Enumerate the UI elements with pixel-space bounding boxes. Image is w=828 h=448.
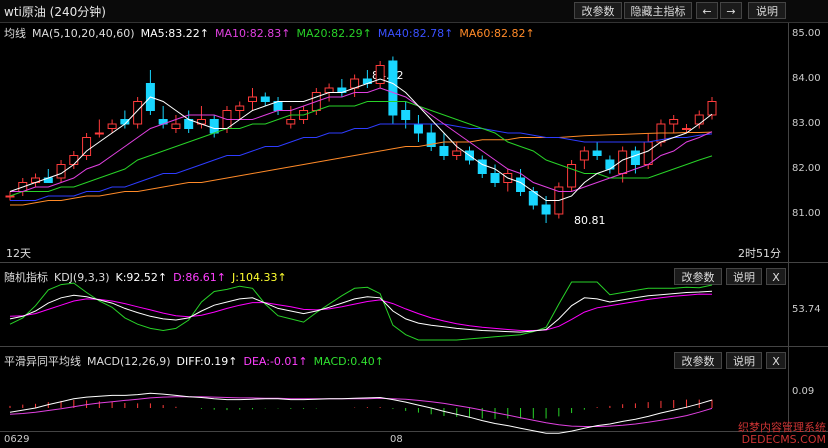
y-tick-82: 82.00 <box>792 163 821 174</box>
watermark: 织梦内容管理系统 DEDECMS.COM <box>738 422 826 446</box>
ma20-value: MA20:82.29↑ <box>296 27 372 40</box>
candle-body <box>643 141 653 165</box>
y-tick-81: 81.00 <box>792 208 821 219</box>
hide-main-indicator-button[interactable]: 隐藏主指标 <box>624 2 692 19</box>
macd-restore-button[interactable]: 改参数 <box>674 352 722 369</box>
candle-body <box>107 123 117 129</box>
kdj-y-tick: 53.74 <box>792 304 821 315</box>
watermark-line-2: DEDECMS.COM <box>741 433 826 446</box>
candle-body <box>707 101 717 116</box>
prev-arrow-icon[interactable]: ← <box>696 2 718 19</box>
candle-body <box>681 128 691 130</box>
kdj-d-line <box>9 293 713 331</box>
macd-diff-line <box>9 392 713 434</box>
kdj-restore-button[interactable]: 改参数 <box>674 268 722 285</box>
ma-legend: 均线 MA(5,10,20,40,60) MA5:83.22↑ MA10:82.83↑… <box>4 25 541 41</box>
ma5-value: MA5:83.22↑ <box>140 27 210 40</box>
candle-body <box>567 164 577 188</box>
next-arrow-icon[interactable]: → <box>720 2 742 19</box>
kdj-j-value: J:104.33↑ <box>232 271 287 284</box>
macd-help-button[interactable]: 说明 <box>726 352 762 369</box>
macd-close-icon[interactable]: X <box>766 352 786 369</box>
candle-body <box>426 132 436 147</box>
macd-y-tick: 0.09 <box>792 386 815 397</box>
candle-body <box>324 87 334 93</box>
candle-body <box>94 132 104 135</box>
restore-params-button[interactable]: 改参数 <box>574 2 622 19</box>
window-titlebar: wti原油 (240分钟) 改参数 隐藏主指标 ← → 说明 <box>0 0 828 23</box>
ma-legend-label: 均线 <box>4 27 26 40</box>
candle-body <box>260 96 270 102</box>
candle-body <box>669 119 679 125</box>
ma5-line <box>9 78 713 201</box>
ma60-value: MA60:82.82↑ <box>459 27 535 40</box>
candle-body <box>541 204 551 215</box>
candle-body <box>413 123 423 134</box>
ma40-line <box>10 123 713 201</box>
panel-divider-kdj <box>0 262 828 263</box>
macd-name: 平滑异同平均线 <box>4 355 81 368</box>
candle-body <box>579 150 589 161</box>
candle-body <box>286 119 296 125</box>
candle-body <box>694 114 704 125</box>
x-label-08: 08 <box>390 434 403 445</box>
candle-body <box>592 150 602 156</box>
candle-body <box>82 137 92 156</box>
ma10-value: MA10:82.83↑ <box>215 27 291 40</box>
ma40-value: MA40:82.78↑ <box>377 27 454 40</box>
help-button[interactable]: 说明 <box>748 2 786 19</box>
candle-body <box>605 159 615 170</box>
ma-legend-params: MA(5,10,20,40,60) <box>32 27 135 40</box>
candle-body <box>388 60 398 116</box>
candle-body <box>171 123 181 129</box>
ma60-line <box>10 131 713 206</box>
candle-body <box>490 173 500 183</box>
candle-body <box>209 119 219 134</box>
chart-title: wti原油 (240分钟) <box>4 5 106 19</box>
kdj-name: 随机指标 <box>4 271 48 284</box>
candle-body <box>477 159 487 174</box>
x-axis-line <box>0 431 828 432</box>
candle-body <box>235 105 245 111</box>
kdj-k-line <box>9 290 713 333</box>
kdj-j-line <box>9 281 713 341</box>
countdown-label: 2时51分 <box>738 247 781 260</box>
candle-body <box>375 65 385 84</box>
kdj-k-value: K:92.52↑ <box>115 271 168 284</box>
kdj-help-button[interactable]: 说明 <box>726 268 762 285</box>
candle-body <box>439 146 449 156</box>
macd-hist-value: MACD:0.40↑ <box>313 355 385 368</box>
period-days-label: 12天 <box>6 247 31 260</box>
panel-divider-macd <box>0 346 828 347</box>
candle-body <box>5 195 15 198</box>
macd-dea-value: DEA:-0.01↑ <box>243 355 308 368</box>
low-price-label: 80.81 <box>574 214 606 227</box>
candle-body <box>133 101 143 125</box>
kdj-d-value: D:86.61↑ <box>173 271 227 284</box>
y-tick-83: 83.00 <box>792 118 821 129</box>
kdj-close-icon[interactable]: X <box>766 268 786 285</box>
ma10-line <box>10 87 713 192</box>
candle-body <box>630 150 640 165</box>
macd-legend: 平滑异同平均线 MACD(12,26,9) DIFF:0.19↑ DEA:-0.01↑… <box>4 353 390 369</box>
candle-body <box>69 155 79 165</box>
kdj-params: KDJ(9,3,3) <box>54 271 110 284</box>
y-tick-84: 84.00 <box>792 73 821 84</box>
candle-body <box>452 150 462 156</box>
candle-body <box>401 110 411 120</box>
y-tick-85: 85.00 <box>792 28 821 39</box>
right-axis-line <box>788 23 789 431</box>
ma20-line <box>9 101 713 197</box>
macd-diff-value: DIFF:0.19↑ <box>176 355 238 368</box>
candle-body <box>248 96 258 102</box>
macd-dea-line <box>9 396 713 427</box>
watermark-line-1: 织梦内容管理系统 <box>738 421 826 434</box>
kdj-legend: 随机指标 KDJ(9,3,3) K:92.52↑ D:86.61↑ J:104.33↑ <box>4 269 293 285</box>
macd-params: MACD(12,26,9) <box>87 355 171 368</box>
x-label-0629: 0629 <box>4 434 30 445</box>
